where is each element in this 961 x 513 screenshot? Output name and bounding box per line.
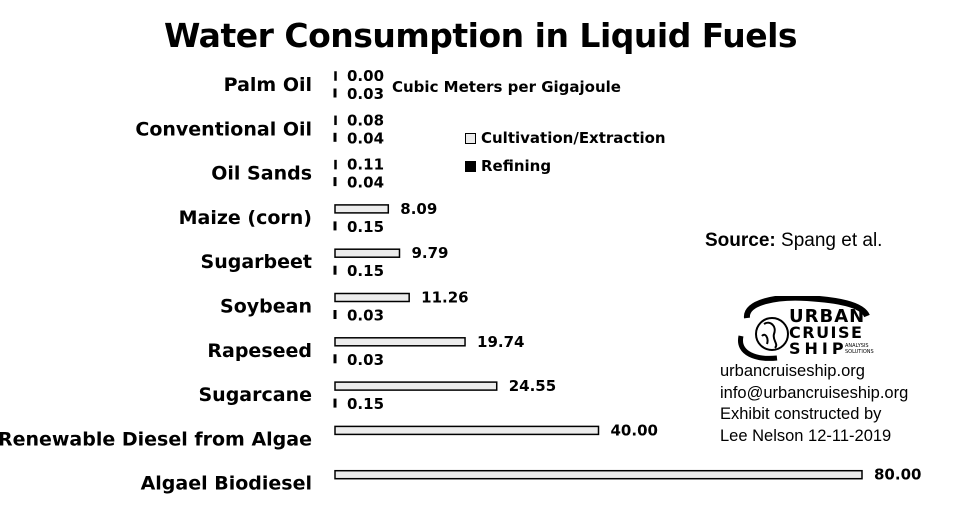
value-label-refining-sugarbeet: 0.15 [347, 262, 384, 280]
category-label-sugarbeet: Sugarbeet [201, 251, 312, 273]
logo-text-cruise: CRUISE [789, 323, 863, 342]
value-label-cultivation-renewable-diesel-from-algae: 40.00 [611, 421, 658, 439]
category-label-sugarcane: Sugarcane [199, 384, 313, 406]
credit-constructed: Exhibit constructed by [720, 405, 882, 423]
bar-cultivation-rapeseed [334, 337, 466, 347]
legend-item-cultivation: Cultivation/Extraction [465, 129, 666, 147]
logo-tag-analysis: ANALYSIS [845, 343, 869, 349]
category-label-oil-sands: Oil Sands [211, 163, 312, 185]
value-label-cultivation-palm-oil: 0.00 [347, 67, 384, 85]
bar-refining-oil-sands [333, 177, 337, 187]
credit-email: info@urbancruiseship.org [720, 384, 909, 402]
urban-cruise-ship-logo: URBAN CRUISE SHIP ANALYSIS SOLUTIONS [738, 296, 874, 361]
legend-item-refining: Refining [465, 157, 551, 175]
bar-cultivation-maize-corn [334, 204, 390, 214]
bar-refining-conventional-oil [333, 132, 337, 142]
value-label-cultivation-oil-sands: 0.11 [347, 156, 384, 174]
bar-refining-sugarcane [333, 398, 337, 408]
bar-cultivation-algael-biodiesel [334, 469, 863, 480]
value-label-refining-maize-corn: 0.15 [347, 218, 384, 236]
bar-refining-soybean [333, 310, 337, 319]
credit-author-date: Lee Nelson 12-11-2019 [720, 427, 892, 445]
value-label-cultivation-soybean: 11.26 [421, 289, 468, 307]
bar-cultivation-sugarbeet [334, 248, 401, 258]
source-text: Spang et al. [781, 230, 883, 251]
source-note: Source: Spang et al. [705, 230, 882, 252]
logo-text-ship: SHIP [789, 339, 848, 358]
category-label-algael-biodiesel: Algael Biodiesel [141, 473, 312, 495]
unit-label: Cubic Meters per Gigajoule [392, 78, 621, 96]
value-label-cultivation-algael-biodiesel: 80.00 [874, 466, 921, 484]
bar-cultivation-conventional-oil [334, 115, 337, 126]
value-label-refining-palm-oil: 0.03 [347, 85, 384, 103]
source-label: Source: [705, 230, 776, 251]
bar-cultivation-renewable-diesel-from-algae [334, 425, 600, 436]
category-label-soybean: Soybean [220, 296, 312, 318]
legend-swatch-refining [465, 160, 476, 172]
logo-text-urban: URBAN [789, 306, 865, 327]
bar-cultivation-soybean [334, 292, 410, 303]
value-label-refining-oil-sands: 0.04 [347, 174, 384, 192]
value-label-refining-soybean: 0.03 [347, 307, 384, 325]
value-label-refining-conventional-oil: 0.04 [347, 129, 384, 147]
category-label-palm-oil: Palm Oil [224, 74, 312, 96]
value-label-cultivation-conventional-oil: 0.08 [347, 111, 384, 129]
bar-cultivation-sugarcane [334, 381, 498, 391]
value-label-cultivation-rapeseed: 19.74 [477, 333, 524, 351]
value-label-cultivation-sugarcane: 24.55 [509, 377, 556, 395]
bar-cultivation-palm-oil [334, 71, 337, 81]
value-label-cultivation-sugarbeet: 9.79 [411, 244, 448, 262]
bar-refining-maize-corn [333, 221, 337, 231]
value-label-refining-rapeseed: 0.03 [347, 351, 384, 369]
category-label-rapeseed: Rapeseed [207, 340, 312, 362]
value-label-cultivation-maize-corn: 8.09 [400, 200, 437, 218]
legend-label-cultivation: Cultivation/Extraction [481, 129, 666, 147]
chart-title: Water Consumption in Liquid Fuels [163, 16, 798, 55]
bar-refining-rapeseed [333, 354, 337, 364]
legend-label-refining: Refining [481, 157, 552, 175]
legend-swatch-cultivation [465, 132, 476, 144]
category-label-conventional-oil: Conventional Oil [135, 118, 312, 140]
bar-cultivation-oil-sands [334, 159, 337, 170]
logo-tag-solutions: SOLUTIONS [845, 349, 874, 355]
bar-refining-palm-oil [333, 88, 337, 98]
category-label-maize-corn: Maize (corn) [179, 207, 312, 229]
category-label-renewable-diesel-from-algae: Renewable Diesel from Algae [0, 428, 312, 450]
value-label-refining-sugarcane: 0.15 [347, 395, 384, 413]
credit-website: urbancruiseship.org [720, 362, 865, 380]
bar-refining-sugarbeet [333, 265, 337, 275]
